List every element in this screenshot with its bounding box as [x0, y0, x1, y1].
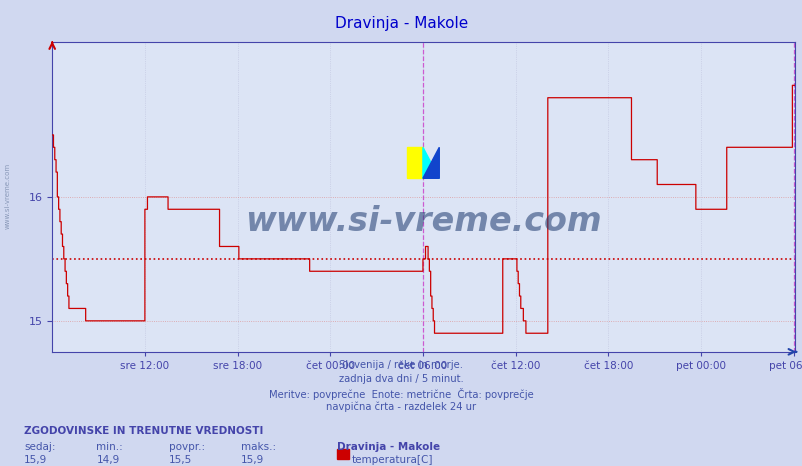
Bar [406, 147, 423, 178]
Text: Dravinja - Makole: Dravinja - Makole [334, 16, 468, 31]
Text: Meritve: povprečne  Enote: metrične  Črta: povprečje: Meritve: povprečne Enote: metrične Črta:… [269, 388, 533, 400]
Text: www.si-vreme.com: www.si-vreme.com [245, 205, 602, 238]
Text: maks.:: maks.: [241, 442, 276, 452]
Text: zadnja dva dni / 5 minut.: zadnja dva dni / 5 minut. [338, 374, 464, 384]
Text: 15,9: 15,9 [241, 455, 264, 465]
Polygon shape [423, 147, 439, 178]
Text: 14,9: 14,9 [96, 455, 119, 465]
Text: navpična črta - razdelek 24 ur: navpična črta - razdelek 24 ur [326, 402, 476, 412]
Text: 15,5: 15,5 [168, 455, 192, 465]
Text: temperatura[C]: temperatura[C] [351, 455, 432, 465]
Polygon shape [423, 147, 439, 178]
Text: 15,9: 15,9 [24, 455, 47, 465]
Text: ZGODOVINSKE IN TRENUTNE VREDNOSTI: ZGODOVINSKE IN TRENUTNE VREDNOSTI [24, 426, 263, 436]
Text: povpr.:: povpr.: [168, 442, 205, 452]
Text: Dravinja - Makole: Dravinja - Makole [337, 442, 439, 452]
Text: Slovenija / reke in morje.: Slovenija / reke in morje. [339, 360, 463, 370]
Text: sedaj:: sedaj: [24, 442, 55, 452]
Text: www.si-vreme.com: www.si-vreme.com [4, 163, 10, 229]
Text: min.:: min.: [96, 442, 123, 452]
